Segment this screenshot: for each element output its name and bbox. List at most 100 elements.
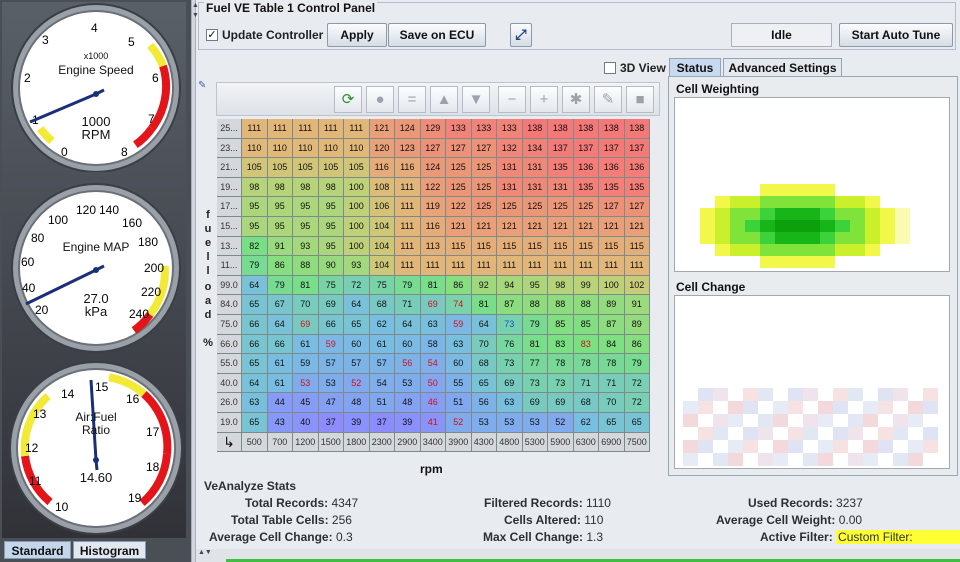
multiply-icon[interactable]: ✱: [562, 86, 590, 113]
ve-cell[interactable]: 70: [599, 393, 625, 413]
update-controller-label[interactable]: Update Controller: [222, 28, 324, 42]
ve-cell[interactable]: 111: [267, 119, 293, 139]
ve-cell[interactable]: 111: [395, 256, 421, 276]
ve-cell[interactable]: 111: [548, 256, 574, 276]
collapse-up-icon[interactable]: ▲: [192, 2, 199, 9]
ve-cell[interactable]: 57: [344, 354, 370, 374]
y-bin-label[interactable]: 99.0: [217, 275, 242, 296]
ve-cell[interactable]: 115: [522, 236, 548, 257]
ve-cell[interactable]: 73: [522, 373, 548, 394]
ve-cell[interactable]: 39: [344, 412, 370, 433]
ve-cell[interactable]: 87: [599, 314, 625, 335]
ve-cell[interactable]: 125: [446, 158, 472, 178]
decrease-icon[interactable]: ▼: [462, 86, 490, 113]
ve-cell[interactable]: 71: [395, 295, 421, 315]
ve-cell[interactable]: 78: [599, 354, 625, 374]
ve-cell[interactable]: 116: [395, 158, 421, 178]
ve-cell[interactable]: 88: [293, 256, 319, 276]
ve-cell[interactable]: 111: [293, 119, 319, 139]
ve-cell[interactable]: 111: [420, 256, 446, 276]
x-bin-label[interactable]: 500: [242, 432, 268, 453]
ve-cell[interactable]: 70: [471, 334, 497, 355]
ve-cell[interactable]: 115: [446, 236, 472, 257]
ve-cell[interactable]: 63: [497, 393, 523, 413]
ve-cell[interactable]: 74: [446, 295, 472, 315]
ve-cell[interactable]: 64: [242, 373, 268, 394]
ve-cell[interactable]: 131: [522, 158, 548, 178]
ve-cell[interactable]: 48: [344, 393, 370, 413]
ve-cell[interactable]: 124: [395, 119, 421, 139]
ve-cell[interactable]: 111: [344, 119, 370, 139]
ve-cell[interactable]: 137: [548, 138, 574, 159]
ve-cell[interactable]: 68: [471, 354, 497, 374]
y-bin-label[interactable]: 15...: [217, 216, 242, 237]
y-bin-label[interactable]: 19...: [217, 177, 242, 198]
ve-cell[interactable]: 86: [624, 334, 650, 355]
ve-cell[interactable]: 69: [522, 393, 548, 413]
ve-cell[interactable]: 65: [242, 295, 268, 315]
y-bin-label[interactable]: 84.0: [217, 295, 242, 315]
tab-histogram[interactable]: Histogram: [73, 541, 146, 559]
collapse-left-icon[interactable]: ▲▼: [198, 549, 212, 556]
equals-icon[interactable]: =: [398, 86, 426, 113]
ve-cell[interactable]: 61: [267, 354, 293, 374]
subtract-icon[interactable]: −: [498, 86, 526, 113]
ve-cell[interactable]: 88: [573, 295, 599, 315]
ve-cell[interactable]: 127: [446, 138, 472, 159]
ve-cell[interactable]: 72: [624, 373, 650, 394]
ve-cell[interactable]: 69: [318, 295, 344, 315]
ve-cell[interactable]: 121: [624, 216, 650, 237]
x-bin-label[interactable]: 5900: [548, 432, 574, 453]
ve-cell[interactable]: 84: [599, 334, 625, 355]
y-bin-label[interactable]: 75.0: [217, 314, 242, 335]
ve-cell[interactable]: 105: [318, 158, 344, 178]
ve-cell[interactable]: 79: [267, 275, 293, 296]
ve-cell[interactable]: 110: [344, 138, 370, 159]
ve-cell[interactable]: 98: [267, 177, 293, 198]
ve-cell[interactable]: 108: [369, 177, 395, 198]
ve-cell[interactable]: 127: [599, 197, 625, 217]
ve-cell[interactable]: 52: [548, 412, 574, 433]
ve-cell[interactable]: 121: [446, 216, 472, 237]
ve-cell[interactable]: 111: [395, 216, 421, 237]
ve-cell[interactable]: 65: [471, 373, 497, 394]
ve-cell[interactable]: 95: [267, 216, 293, 237]
ve-cell[interactable]: 133: [446, 119, 472, 139]
ve-cell[interactable]: 116: [369, 158, 395, 178]
ve-cell[interactable]: 105: [293, 158, 319, 178]
ve-cell[interactable]: 83: [573, 334, 599, 355]
ve-cell[interactable]: 104: [369, 216, 395, 237]
ve-cell[interactable]: 79: [522, 314, 548, 335]
ve-cell[interactable]: 95: [242, 216, 268, 237]
ve-cell[interactable]: 81: [522, 334, 548, 355]
ve-cell[interactable]: 61: [293, 334, 319, 355]
ve-cell[interactable]: 73: [548, 373, 574, 394]
ve-cell[interactable]: 131: [548, 177, 574, 198]
ve-cell[interactable]: 98: [548, 275, 574, 296]
y-bin-label[interactable]: 25...: [217, 119, 242, 139]
ve-cell[interactable]: 116: [420, 216, 446, 237]
ve-cell[interactable]: 75: [369, 275, 395, 296]
ve-cell[interactable]: 100: [344, 177, 370, 198]
ve-cell[interactable]: 89: [599, 295, 625, 315]
ve-cell[interactable]: 86: [446, 275, 472, 296]
ve-cell[interactable]: 53: [522, 412, 548, 433]
ve-cell[interactable]: 105: [344, 158, 370, 178]
table-edit-icon[interactable]: ✎: [198, 80, 207, 91]
ve-cell[interactable]: 133: [471, 119, 497, 139]
x-bin-label[interactable]: 2900: [395, 432, 421, 453]
ve-cell[interactable]: 121: [497, 216, 523, 237]
y-bin-label[interactable]: 11...: [217, 256, 242, 276]
ve-cell[interactable]: 53: [471, 412, 497, 433]
ve-cell[interactable]: 111: [624, 256, 650, 276]
save-on-ecu-button[interactable]: Save on ECU: [388, 23, 486, 47]
ve-cell[interactable]: 91: [267, 236, 293, 257]
ve-cell[interactable]: 138: [573, 119, 599, 139]
ve-cell[interactable]: 65: [599, 412, 625, 433]
ve-cell[interactable]: 53: [293, 373, 319, 394]
ve-cell[interactable]: 72: [624, 393, 650, 413]
ve-cell[interactable]: 111: [471, 256, 497, 276]
ve-cell[interactable]: 105: [242, 158, 268, 178]
ve-cell[interactable]: 100: [344, 197, 370, 217]
ve-cell[interactable]: 59: [446, 314, 472, 335]
